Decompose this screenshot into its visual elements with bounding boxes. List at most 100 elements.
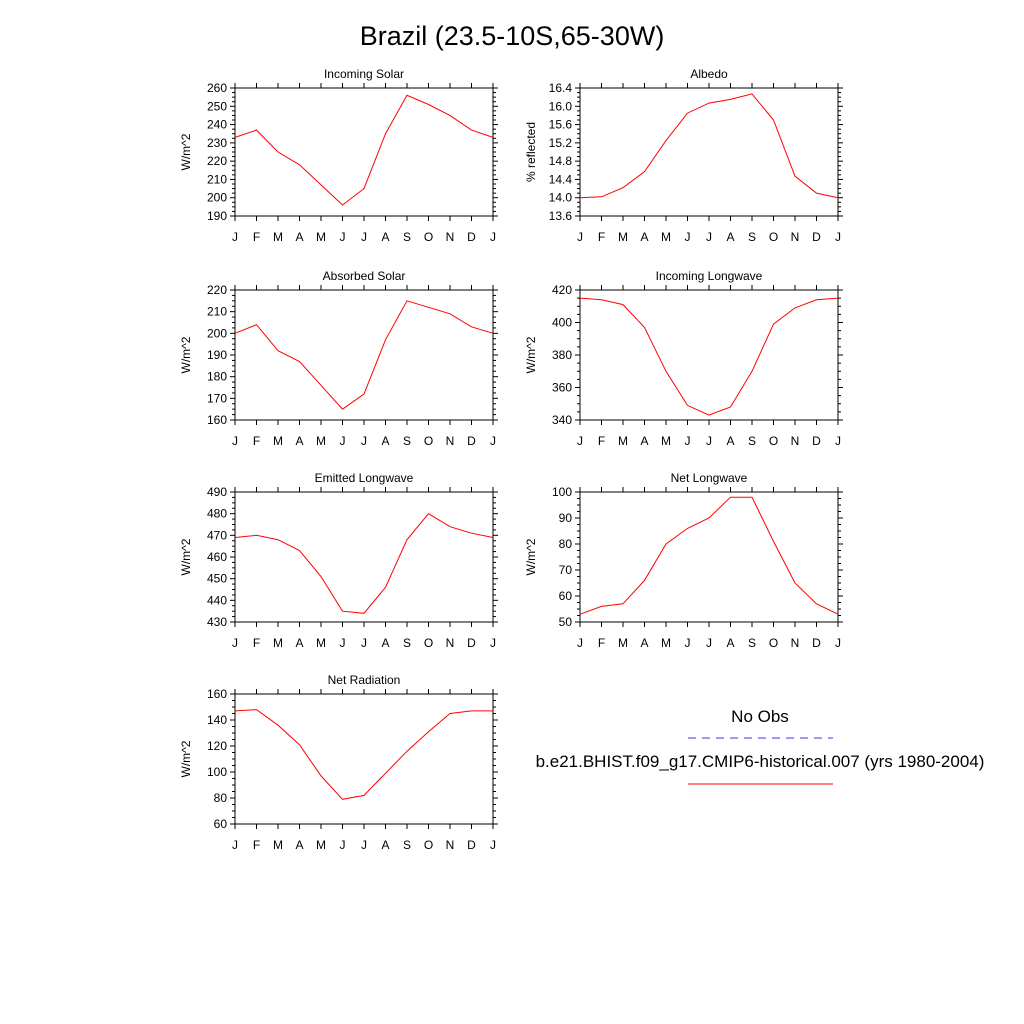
plot-frame	[579, 87, 839, 217]
y-axis-label: % reflected	[524, 122, 538, 182]
x-tick-label: M	[316, 636, 326, 650]
x-tick-label: D	[467, 636, 476, 650]
x-tick-label: A	[381, 434, 389, 448]
x-tick-label: A	[381, 838, 389, 852]
y-tick-label: 160	[207, 413, 227, 427]
x-tick-label: J	[232, 434, 238, 448]
x-tick-label: F	[598, 636, 605, 650]
x-tick-label: N	[791, 230, 800, 244]
x-tick-label: J	[706, 230, 712, 244]
x-tick-label: D	[812, 230, 821, 244]
y-tick-label: 230	[207, 136, 227, 150]
series-line	[234, 300, 494, 410]
y-tick-label: 15.2	[549, 136, 573, 150]
y-tick-label: 16.0	[549, 99, 573, 113]
x-tick-label: M	[316, 838, 326, 852]
x-tick-label: N	[446, 636, 455, 650]
panel-title: Emitted Longwave	[315, 471, 414, 485]
x-tick-label: M	[273, 838, 283, 852]
page-title: Brazil (23.5-10S,65-30W)	[359, 21, 665, 51]
y-tick-label: 240	[207, 118, 227, 132]
panel-2: Albedo 13.6 14.0 14.4 14.8 15.2 15.6 16.0 16.4 J F…	[524, 67, 843, 244]
x-tick-label: O	[424, 230, 433, 244]
x-tick-label: D	[467, 230, 476, 244]
panel-title: Net Radiation	[328, 673, 401, 687]
y-tick-label: 220	[207, 283, 227, 297]
y-tick-label: 16.4	[549, 81, 573, 95]
y-tick-label: 180	[207, 370, 227, 384]
x-tick-label: J	[361, 838, 367, 852]
x-tick-label: S	[748, 230, 756, 244]
x-tick-label: O	[769, 434, 778, 448]
x-tick-label: J	[685, 434, 691, 448]
y-tick-label: 210	[207, 172, 227, 186]
x-tick-label: M	[618, 230, 628, 244]
y-axis-label: W/m^2	[524, 538, 538, 575]
y-tick-label: 200	[207, 191, 227, 205]
plot-frame	[234, 491, 494, 623]
x-tick-label: A	[726, 230, 734, 244]
y-tick-label: 190	[207, 348, 227, 362]
y-tick-label: 480	[207, 507, 227, 521]
y-tick-label: 60	[214, 817, 228, 831]
y-tick-label: 220	[207, 154, 227, 168]
x-tick-label: J	[706, 636, 712, 650]
x-tick-label: J	[577, 636, 583, 650]
y-tick-label: 380	[552, 348, 572, 362]
x-tick-label: N	[791, 434, 800, 448]
x-tick-label: N	[446, 434, 455, 448]
x-tick-label: D	[467, 434, 476, 448]
x-tick-label: J	[490, 434, 496, 448]
legend: No Obs b.e21.BHIST.f09_g17.CMIP6-historic…	[536, 707, 984, 785]
x-tick-label: M	[661, 636, 671, 650]
y-tick-label: 160	[207, 687, 227, 701]
y-tick-label: 14.0	[549, 191, 573, 205]
y-tick-label: 460	[207, 550, 227, 564]
x-tick-label: M	[618, 636, 628, 650]
x-tick-label: O	[424, 434, 433, 448]
x-tick-label: M	[273, 434, 283, 448]
y-tick-label: 80	[214, 791, 228, 805]
x-tick-label: J	[232, 838, 238, 852]
y-tick-label: 250	[207, 99, 227, 113]
y-tick-label: 190	[207, 209, 227, 223]
y-tick-label: 430	[207, 615, 227, 629]
y-axis-label: W/m^2	[179, 538, 193, 575]
panel-title: Net Longwave	[671, 471, 748, 485]
x-tick-label: N	[446, 838, 455, 852]
y-tick-label: 440	[207, 593, 227, 607]
panel-1: Incoming Solar 190 200 210 220 230 240 250 260 J F…	[179, 67, 498, 244]
x-tick-label: M	[618, 434, 628, 448]
x-tick-label: J	[685, 230, 691, 244]
y-tick-label: 14.8	[549, 154, 573, 168]
x-tick-label: A	[640, 636, 648, 650]
x-tick-label: S	[403, 434, 411, 448]
x-tick-label: J	[361, 636, 367, 650]
y-tick-label: 90	[559, 511, 573, 525]
x-tick-label: J	[340, 434, 346, 448]
y-tick-label: 400	[552, 316, 572, 330]
x-tick-label: J	[490, 636, 496, 650]
x-tick-label: D	[812, 636, 821, 650]
plot-frame	[234, 289, 494, 421]
x-tick-label: N	[791, 636, 800, 650]
x-tick-label: N	[446, 230, 455, 244]
series-line	[579, 297, 839, 416]
y-tick-label: 210	[207, 305, 227, 319]
plot-frame	[234, 693, 494, 825]
x-tick-label: D	[467, 838, 476, 852]
y-axis-label: W/m^2	[179, 133, 193, 170]
y-tick-label: 420	[552, 283, 572, 297]
x-tick-label: S	[403, 838, 411, 852]
panel-title: Incoming Longwave	[656, 269, 763, 283]
x-tick-label: A	[295, 636, 303, 650]
x-tick-label: J	[685, 636, 691, 650]
x-tick-label: O	[769, 230, 778, 244]
series-line	[579, 93, 839, 199]
x-tick-label: A	[381, 636, 389, 650]
legend-label-no-obs: No Obs	[731, 707, 789, 726]
x-tick-label: F	[598, 434, 605, 448]
